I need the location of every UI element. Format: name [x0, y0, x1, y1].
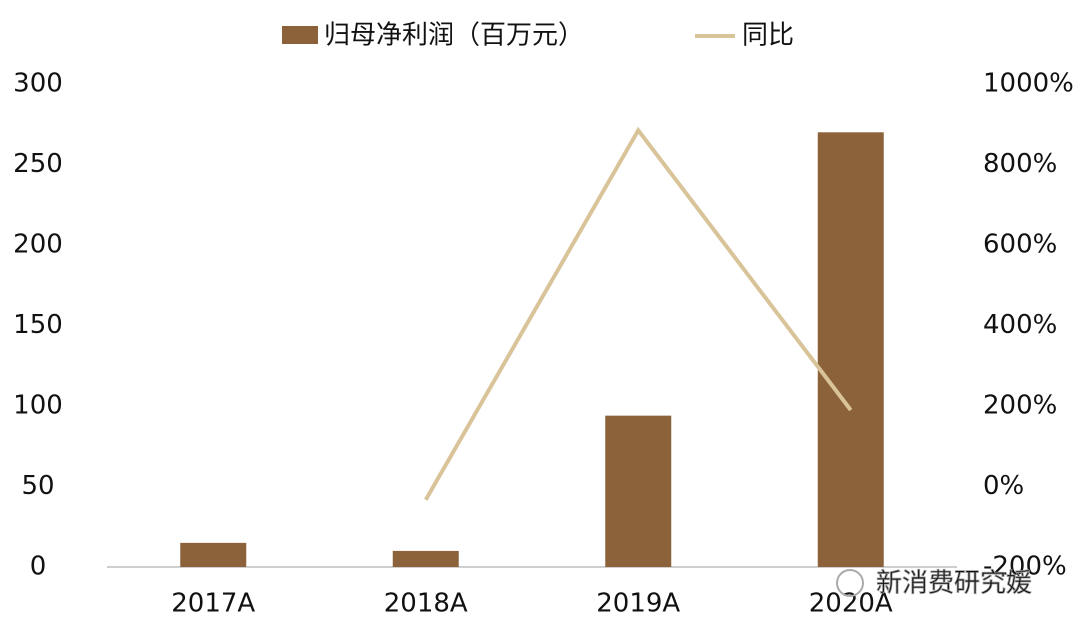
y2-tick-label: 400%	[983, 310, 1057, 340]
y-tick-label: 50	[21, 471, 54, 501]
y2-tick-label: 800%	[983, 149, 1057, 179]
y-tick-label: 200	[13, 230, 63, 260]
x-tick-label: 2020A	[809, 589, 893, 619]
legend-label: 同比	[742, 21, 794, 51]
watermark: 新消费研究媛	[876, 569, 1032, 599]
line	[424, 126, 853, 501]
watermark-icon	[836, 569, 864, 597]
y2-tick-label: 1000%	[983, 69, 1074, 99]
y-tick-label: 100	[13, 391, 63, 421]
y2-tick-label: 600%	[983, 230, 1057, 260]
legend-label: 归母净利润（百万元）	[324, 21, 584, 51]
y2-tick-label: 0%	[983, 471, 1024, 501]
legend-swatch	[282, 26, 318, 44]
y2-tick-label: 200%	[983, 391, 1057, 421]
y-tick-label: 300	[13, 69, 63, 99]
y-tick-label: 0	[30, 552, 47, 582]
bar	[180, 542, 247, 567]
x-tick-label: 2017A	[171, 589, 255, 619]
bar	[392, 550, 459, 567]
x-tick-label: 2019A	[596, 589, 680, 619]
bar	[605, 415, 672, 567]
bar	[817, 132, 884, 568]
x-tick-label: 2018A	[384, 589, 468, 619]
y-tick-label: 250	[13, 149, 63, 179]
y2-tick-label: -200%	[983, 552, 1067, 582]
y-tick-label: 150	[13, 310, 63, 340]
